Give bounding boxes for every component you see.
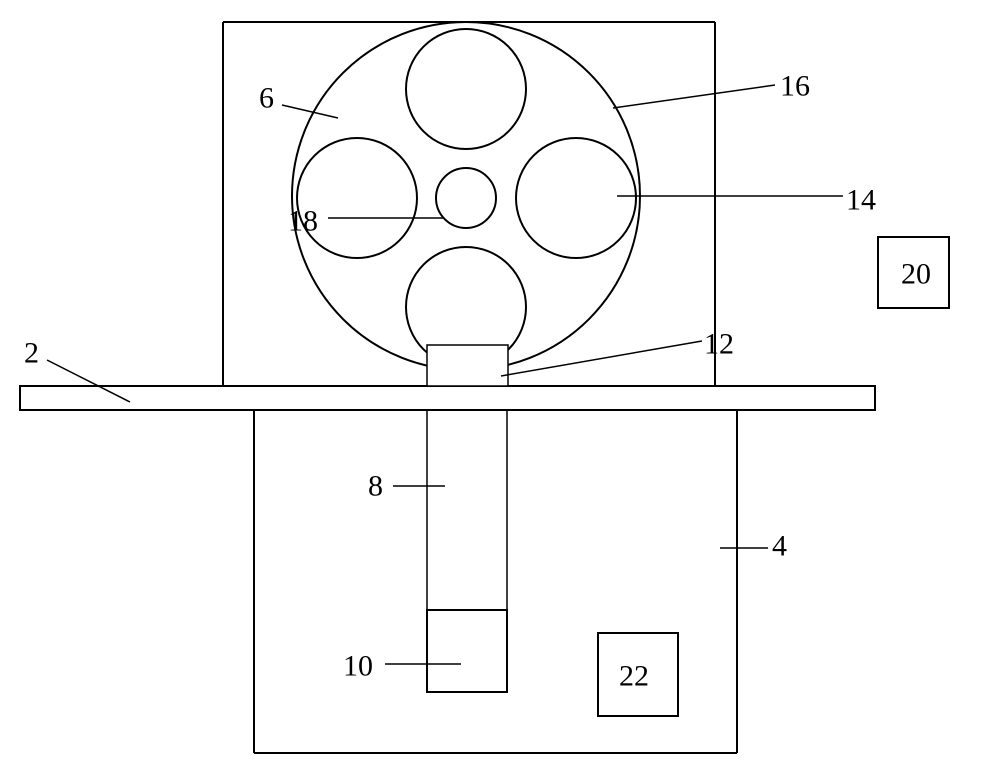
svg-text:6: 6 <box>259 82 274 115</box>
svg-text:20: 20 <box>901 258 931 291</box>
svg-text:10: 10 <box>343 650 373 683</box>
svg-text:4: 4 <box>772 530 787 563</box>
svg-text:8: 8 <box>368 470 383 503</box>
svg-text:22: 22 <box>619 660 649 693</box>
svg-text:14: 14 <box>846 184 876 217</box>
technical-diagram: 2 4 6 8 10 12 14 16 18 20 22 <box>0 0 1000 766</box>
diagram-svg: 2 4 6 8 10 12 14 16 18 20 22 <box>0 0 1000 766</box>
svg-text:18: 18 <box>288 205 318 238</box>
svg-text:12: 12 <box>704 328 734 361</box>
svg-text:16: 16 <box>780 70 810 103</box>
svg-text:2: 2 <box>24 337 39 370</box>
